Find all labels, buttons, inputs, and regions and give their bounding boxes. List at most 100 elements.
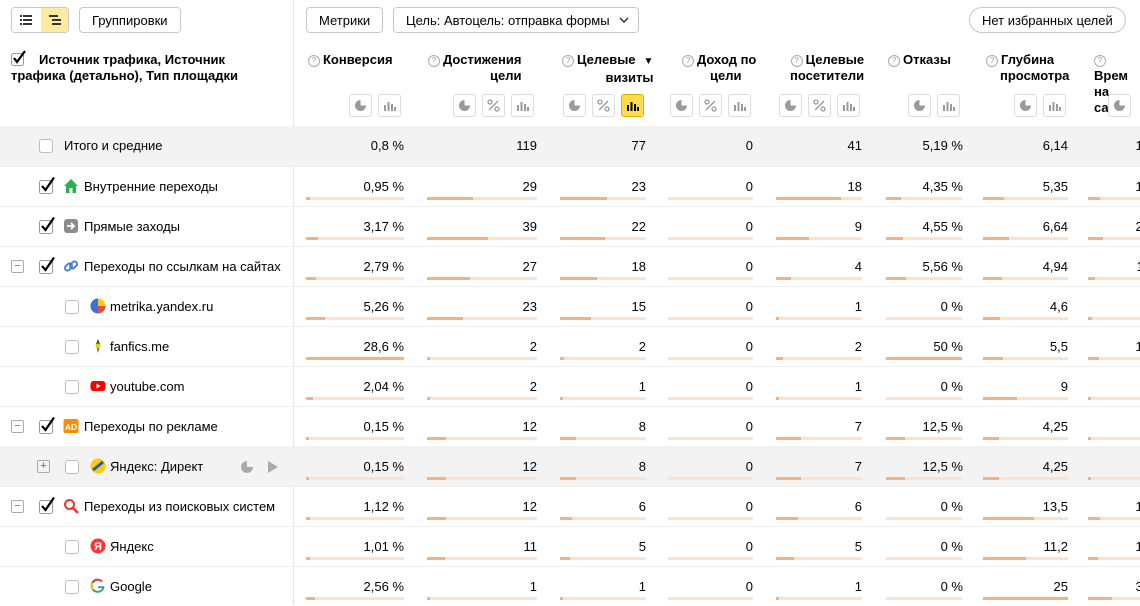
row-checkbox[interactable]: [65, 540, 79, 554]
groupings-button[interactable]: Группировки: [79, 7, 181, 33]
row-label[interactable]: Переходы из поисковых систем: [84, 499, 275, 514]
help-icon[interactable]: ?: [791, 55, 803, 67]
row-label[interactable]: fanfics.me: [110, 339, 169, 354]
help-icon[interactable]: ?: [428, 55, 440, 67]
column-header[interactable]: ?Отказы: [888, 52, 951, 68]
row-checkbox[interactable]: [39, 220, 53, 234]
cell-value: 119: [516, 138, 537, 153]
help-icon[interactable]: ?: [682, 55, 694, 67]
cell-value: 4: [855, 259, 862, 274]
cell-bar: [427, 557, 537, 560]
cell-bar: [1088, 557, 1140, 560]
row-checkbox[interactable]: [39, 500, 53, 514]
row-checkbox[interactable]: [65, 580, 79, 594]
cell-value: 1,01 %: [364, 539, 404, 554]
collapse-toggle[interactable]: −: [11, 500, 24, 513]
cell-bar: [427, 317, 537, 320]
row-label[interactable]: youtube.com: [110, 379, 184, 394]
bar-chart-icon[interactable]: [1043, 94, 1066, 117]
column-header[interactable]: ?Конверсия: [308, 52, 393, 68]
metrics-button[interactable]: Метрики: [306, 7, 383, 33]
cell-value: 5,26 %: [364, 299, 404, 314]
cell-bar-fill: [776, 357, 783, 360]
cell-bar-fill: [427, 197, 473, 200]
collapse-toggle[interactable]: −: [11, 260, 24, 273]
play-icon[interactable]: [267, 460, 281, 474]
bar-chart-icon[interactable]: [728, 94, 751, 117]
pie-chart-icon[interactable]: [1014, 94, 1037, 117]
row-checkbox[interactable]: [39, 139, 53, 153]
cell-bar-fill: [1088, 197, 1100, 200]
sort-desc-icon[interactable]: ▼: [644, 56, 654, 67]
pie-chart-icon[interactable]: [1108, 94, 1131, 117]
column-header[interactable]: ?Целевые▼визиты: [562, 52, 653, 86]
cell-bar: [776, 317, 862, 320]
collapse-toggle[interactable]: −: [11, 420, 24, 433]
cell-value: 0,15 %: [364, 459, 404, 474]
cell-bar: [668, 597, 753, 600]
help-icon[interactable]: ?: [986, 55, 998, 67]
row-checkbox[interactable]: [65, 300, 79, 314]
cell-bar: [983, 277, 1068, 280]
select-all-checkbox[interactable]: [11, 53, 25, 67]
pie-chart-icon[interactable]: [908, 94, 931, 117]
cell-value: 0 %: [941, 379, 963, 394]
cell-bar-fill: [983, 517, 1034, 520]
expand-toggle[interactable]: +: [37, 460, 50, 473]
row-label[interactable]: Прямые заходы: [84, 219, 180, 234]
cell-bar: [560, 597, 646, 600]
row-label[interactable]: Google: [110, 579, 152, 594]
column-header-line1: Конверсия: [323, 52, 393, 67]
row-checkbox[interactable]: [39, 260, 53, 274]
cell-bar-fill: [776, 517, 798, 520]
help-icon[interactable]: ?: [888, 55, 900, 67]
row-checkbox[interactable]: [65, 460, 79, 474]
percent-icon[interactable]: [699, 94, 722, 117]
bar-chart-icon[interactable]: [378, 94, 401, 117]
pie-chart-icon[interactable]: [779, 94, 802, 117]
bar-chart-icon[interactable]: [511, 94, 534, 117]
row-label[interactable]: Внутренние переходы: [84, 179, 218, 194]
help-icon[interactable]: ?: [562, 55, 574, 67]
pie-chart-icon[interactable]: [453, 94, 476, 117]
cell-bar-fill: [886, 237, 903, 240]
pie-chart-icon[interactable]: [240, 460, 254, 474]
row-checkbox[interactable]: [39, 180, 53, 194]
row-checkbox[interactable]: [65, 340, 79, 354]
percent-icon[interactable]: [482, 94, 505, 117]
list-view-button[interactable]: [12, 8, 40, 32]
percent-icon[interactable]: [592, 94, 615, 117]
tree-view-button[interactable]: [41, 8, 69, 32]
cell-bar-fill: [983, 397, 1017, 400]
row-label[interactable]: Переходы по рекламе: [84, 419, 218, 434]
pie-chart-icon[interactable]: [670, 94, 693, 117]
cell-bar-fill: [983, 317, 1000, 320]
row-label[interactable]: metrika.yandex.ru: [110, 299, 213, 314]
favorite-goals-button[interactable]: Нет избранных целей: [969, 7, 1126, 33]
row-label[interactable]: Переходы по ссылкам на сайтах: [84, 259, 281, 274]
bar-chart-icon[interactable]: [621, 94, 644, 117]
help-icon[interactable]: ?: [308, 55, 320, 67]
pie-chart-icon[interactable]: [349, 94, 372, 117]
cell-value: 12: [523, 459, 537, 474]
row-label[interactable]: Яндекс: Директ: [110, 459, 203, 474]
percent-icon[interactable]: [808, 94, 831, 117]
row-label[interactable]: Яндекс: [110, 539, 154, 554]
help-icon[interactable]: ?: [1094, 55, 1106, 67]
bar-chart-icon[interactable]: [837, 94, 860, 117]
row-checkbox[interactable]: [39, 420, 53, 434]
row-checkbox[interactable]: [65, 380, 79, 394]
cell-bar: [886, 317, 962, 320]
cell-bar-fill: [776, 237, 809, 240]
yandex-icon: Я: [90, 538, 106, 554]
pie-chart-icon[interactable]: [563, 94, 586, 117]
goal-select[interactable]: Цель: Автоцель: отправка формы: [393, 7, 639, 33]
bar-chart-icon[interactable]: [937, 94, 960, 117]
cell-bar: [983, 557, 1068, 560]
